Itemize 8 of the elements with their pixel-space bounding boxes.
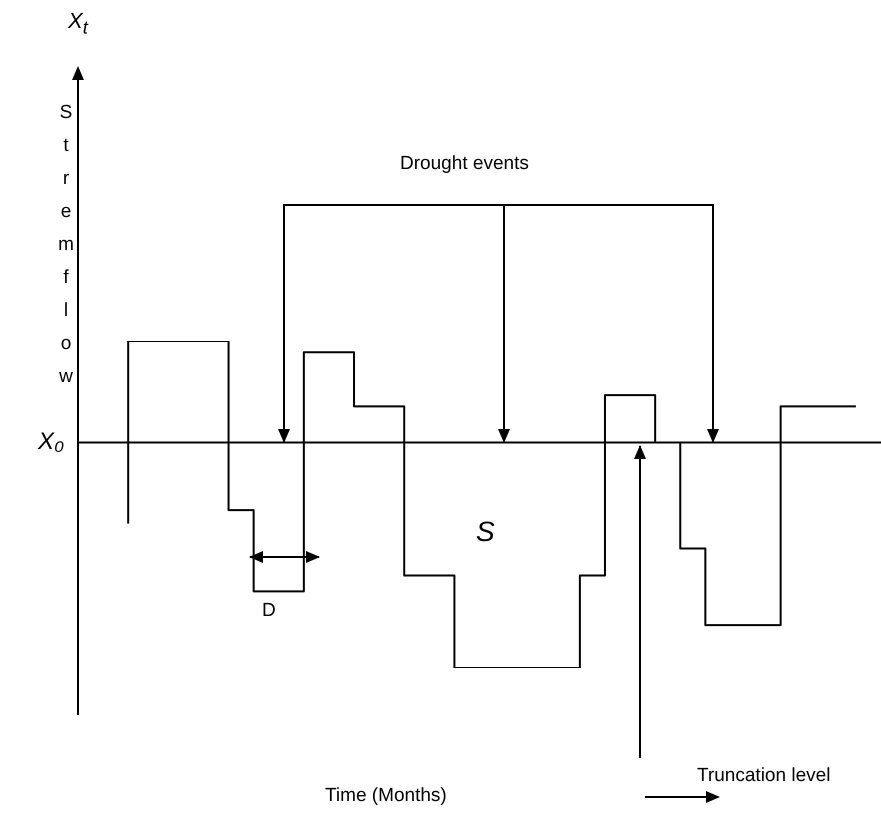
text: Drought events — [400, 153, 529, 175]
text: Truncation level — [697, 765, 830, 787]
text: Time (Months) — [325, 785, 447, 807]
ref-line-label: X₀ — [38, 428, 64, 456]
annotation: D — [262, 600, 276, 622]
text: Stremflow — [58, 102, 74, 387]
chart-title: X$_{t}$ — [68, 8, 88, 38]
annotation: S — [476, 516, 495, 548]
